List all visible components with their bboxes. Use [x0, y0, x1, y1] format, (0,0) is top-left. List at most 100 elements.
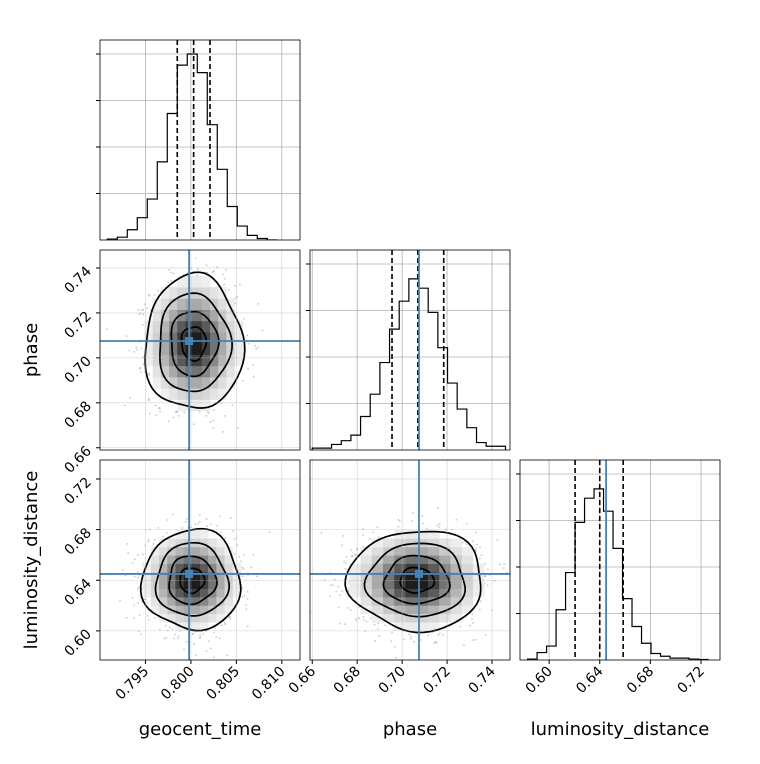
scatter-point: [362, 615, 365, 618]
scatter-point: [219, 515, 222, 518]
scatter-point: [410, 635, 412, 638]
density-cell: [383, 605, 395, 615]
scatter-point: [465, 543, 468, 546]
scatter-point: [215, 636, 218, 639]
density-cell: [193, 365, 203, 378]
scatter-point: [119, 599, 121, 602]
density-cell: [439, 605, 451, 615]
scatter-point: [135, 346, 138, 349]
density-cell: [177, 275, 186, 288]
density-cell: [159, 538, 168, 548]
scatter-point: [177, 415, 180, 417]
scatter-point: [345, 555, 348, 558]
histogram-step-geocent_time: [106, 53, 278, 240]
scatter-point: [437, 506, 439, 509]
x-tick-label: 0.66: [286, 663, 319, 696]
density-cell: [201, 365, 211, 378]
scatter-point: [138, 614, 141, 617]
density-cell: [169, 309, 178, 322]
scatter-point: [376, 628, 379, 631]
scatter-point: [342, 535, 345, 537]
scatter-point: [196, 274, 199, 276]
scatter-point: [349, 609, 352, 612]
scatter-point: [153, 294, 156, 296]
density-cell: [167, 546, 176, 556]
scatter-point: [246, 597, 249, 600]
y-tick-label: 0.68: [61, 398, 94, 431]
scatter-point: [191, 633, 194, 636]
density-cell: [160, 298, 170, 310]
density-cell: [349, 588, 361, 598]
density-cell: [224, 563, 234, 573]
density-cell: [216, 555, 225, 564]
density-cell: [394, 538, 406, 548]
scatter-point: [176, 637, 179, 640]
scatter-point: [142, 313, 145, 316]
density-cell: [439, 555, 451, 564]
panel-frame: [309, 249, 511, 451]
scatter-point: [354, 618, 357, 620]
scatter-point: [138, 630, 140, 633]
truth-marker: [414, 569, 423, 578]
scatter-point: [165, 636, 168, 639]
density-cell: [160, 376, 170, 389]
density-cell: [142, 588, 152, 598]
scatter-point: [158, 407, 161, 409]
scatter-point: [147, 399, 150, 402]
hist-panel-luminosity_distance: [516, 459, 721, 661]
scatter-point: [159, 466, 161, 468]
scatter-point: [194, 523, 197, 525]
density-cell: [208, 571, 217, 581]
density-cell: [216, 580, 225, 590]
scatter-point: [210, 523, 212, 526]
density-cell: [232, 563, 242, 573]
scatter-point: [125, 616, 128, 619]
scatter-point: [254, 344, 257, 347]
density-cell: [394, 563, 406, 573]
density-cell: [405, 538, 418, 548]
scatter-point: [459, 625, 462, 628]
density-cell: [160, 365, 170, 378]
scatter-point: [476, 543, 478, 546]
scatter-point: [351, 555, 353, 557]
density-cell: [226, 365, 235, 378]
density-cell: [208, 555, 217, 564]
density-cell: [439, 546, 451, 556]
scatter-point: [224, 623, 227, 626]
density-cell: [191, 605, 201, 615]
density-cell: [360, 555, 373, 564]
density-cell: [159, 571, 168, 581]
density-cell: [169, 287, 178, 299]
scatter-point: [241, 575, 244, 578]
scatter-point: [202, 633, 204, 636]
scatter-point: [122, 569, 124, 571]
scatter-point: [245, 604, 248, 606]
scatter-point: [139, 633, 142, 636]
y-tick-label: 0.74: [61, 263, 94, 296]
density-cell: [472, 580, 485, 590]
density-cell: [394, 622, 406, 631]
scatter-point: [436, 524, 439, 527]
density-cell: [394, 571, 406, 581]
y-tick-label: 0.64: [61, 576, 94, 609]
scatter-point: [198, 521, 201, 523]
density-cell: [439, 588, 451, 598]
scatter-point: [205, 518, 208, 520]
density-cell: [191, 571, 201, 581]
density-cell: [160, 287, 170, 299]
density-cell: [405, 571, 418, 581]
density-cell: [142, 580, 152, 590]
scatter-point: [140, 347, 143, 350]
density-cell: [218, 309, 227, 322]
density-cell: [152, 354, 162, 367]
scatter-point: [512, 572, 514, 574]
density-cell: [167, 613, 176, 623]
scatter-point: [499, 563, 502, 566]
scatter-point: [212, 427, 215, 429]
scatter-point: [411, 520, 414, 522]
density-cell: [144, 332, 154, 344]
density-cell: [405, 613, 418, 623]
scatter-point: [136, 588, 139, 590]
scatter-point: [335, 590, 338, 593]
density-cell: [360, 580, 373, 590]
